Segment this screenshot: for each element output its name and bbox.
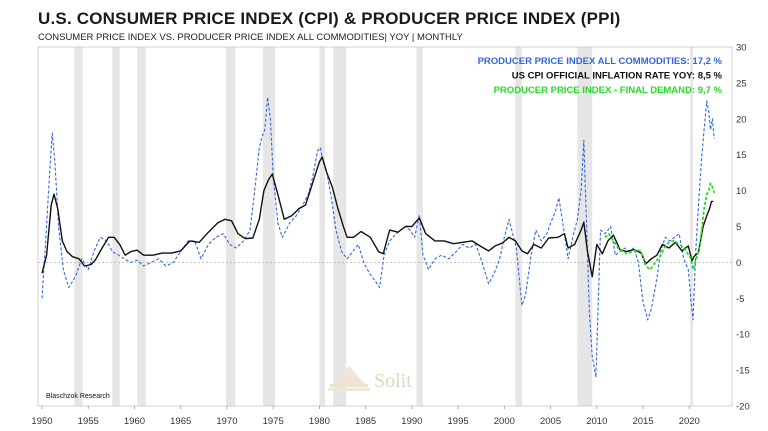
x-tick-1965: 1965 [170, 416, 191, 427]
x-tick-2005: 2005 [540, 416, 561, 427]
y-tick-5: 5 [736, 222, 741, 233]
y-tick-20: 20 [736, 114, 747, 125]
x-tick-1975: 1975 [263, 416, 284, 427]
x-tick-1995: 1995 [448, 416, 469, 427]
x-tick-2010: 2010 [586, 416, 607, 427]
recession-band-6 [333, 47, 347, 406]
chart-subtitle: CONSUMER PRICE INDEX VS. PRODUCER PRICE … [38, 32, 463, 43]
legend: PRODUCER PRICE INDEX ALL COMMODITIES: 17… [478, 56, 723, 96]
x-axis-ticks: 1950 1955 1960 1965 1970 1975 1980 1985 1990 1995… [31, 406, 700, 427]
x-tick-2015: 2015 [632, 416, 653, 427]
y-tick--10: -10 [736, 330, 750, 341]
y-tick-10: 10 [736, 186, 747, 197]
x-tick-1960: 1960 [124, 416, 145, 427]
legend-entry-2: PRODUCER PRICE INDEX - FINAL DEMAND: 9,7… [494, 85, 723, 96]
recession-band-1 [112, 47, 120, 406]
source-label: Blaschzok Research [46, 393, 110, 400]
x-tick-1970: 1970 [216, 416, 237, 427]
recession-band-4 [262, 47, 276, 406]
y-tick-0: 0 [736, 258, 741, 269]
y-tick-30: 30 [736, 43, 747, 54]
y-tick-25: 25 [736, 78, 747, 89]
solit-watermark: Solit [328, 366, 412, 392]
recession-band-3 [226, 47, 236, 406]
recession-band-2 [137, 47, 146, 406]
recession-band-5 [319, 47, 325, 406]
recession-band-10 [690, 47, 693, 406]
recession-band-0 [74, 47, 83, 406]
x-tick-1990: 1990 [401, 416, 422, 427]
x-tick-1950: 1950 [31, 416, 52, 427]
x-tick-1985: 1985 [355, 416, 376, 427]
recession-bands [74, 47, 693, 406]
legend-entry-0: PRODUCER PRICE INDEX ALL COMMODITIES: 17… [478, 56, 723, 67]
x-tick-1955: 1955 [78, 416, 99, 427]
y-tick--5: -5 [736, 294, 744, 305]
y-tick-15: 15 [736, 150, 747, 161]
x-tick-2000: 2000 [494, 416, 515, 427]
axes-frame [37, 46, 733, 407]
recession-band-7 [416, 47, 423, 406]
legend-entry-1: US CPI OFFICIAL INFLATION RATE YOY: 8,5 … [512, 71, 723, 82]
y-axis-ticks: 30 25 20 15 10 5 0 -5 -10 -15 -20 [736, 43, 750, 413]
y-tick--15: -15 [736, 366, 750, 377]
y-tick--20: -20 [736, 402, 750, 413]
recession-band-8 [515, 47, 522, 406]
x-tick-1980: 1980 [309, 416, 330, 427]
x-tick-2020: 2020 [679, 416, 700, 427]
series-lines [41, 96, 716, 378]
series-line-2 [604, 182, 716, 271]
plot-frame [37, 46, 733, 407]
chart-title: U.S. CONSUMER PRICE INDEX (CPI) & PRODUC… [38, 9, 621, 28]
solit-logo [328, 366, 370, 391]
series-line-0 [41, 156, 714, 278]
solit-wordmark: Solit [374, 370, 412, 392]
